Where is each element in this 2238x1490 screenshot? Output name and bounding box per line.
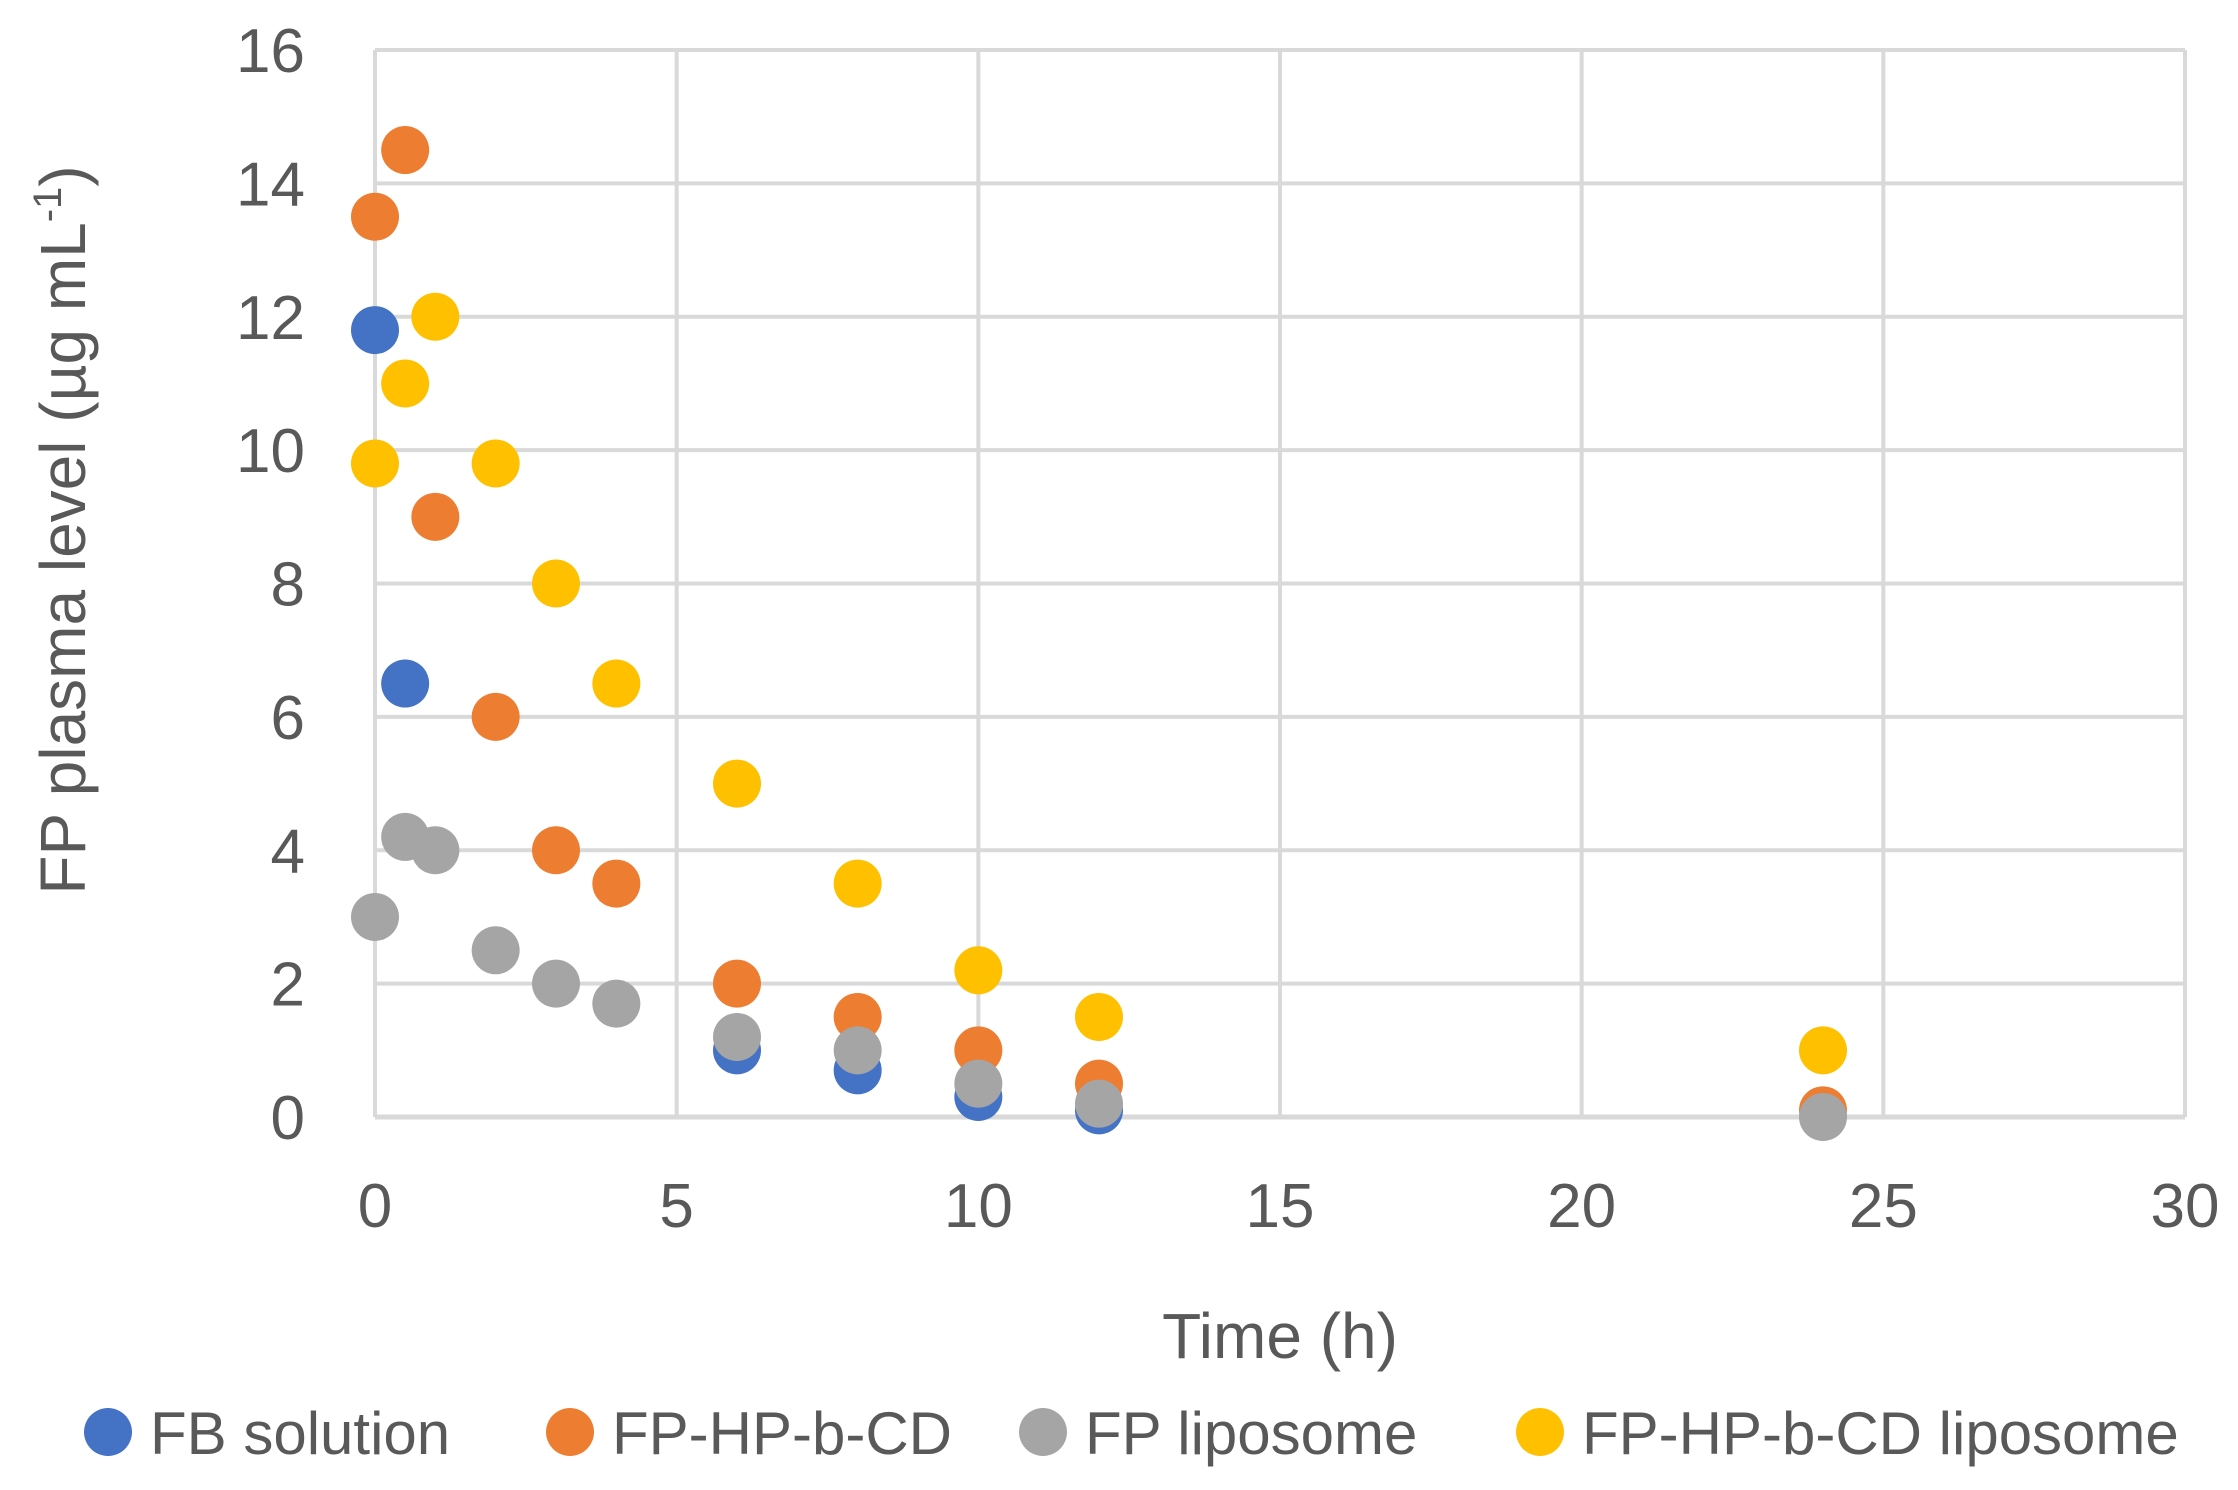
legend-item-fb-solution: FB solution xyxy=(84,1400,450,1467)
y-tick-label-10: 10 xyxy=(236,417,305,486)
tick-labels: 0 2 4 6 8 10 12 14 16 0 5 10 15 20 25 30 xyxy=(236,17,2219,1241)
point-fp-hp-b-cd-t0 xyxy=(351,192,399,241)
y-tick-label-14: 14 xyxy=(236,150,305,219)
point-fp-hp-b-cd-liposome-t8 xyxy=(833,859,882,908)
y-tick-label-12: 12 xyxy=(236,284,305,353)
x-tick-label-30: 30 xyxy=(2151,1172,2220,1241)
data-points xyxy=(351,126,1847,1141)
point-fp-hp-b-cd-liposome-t24 xyxy=(1799,1026,1847,1075)
point-fp-hp-b-cd-liposome-t12 xyxy=(1075,992,1123,1041)
point-fp-hp-b-cd-t0.5 xyxy=(381,126,430,175)
point-fp-hp-b-cd-t2 xyxy=(471,692,520,741)
y-tick-label-6: 6 xyxy=(271,684,305,753)
y-tick-label-4: 4 xyxy=(271,817,305,886)
point-fp-hp-b-cd-liposome-t1 xyxy=(411,292,460,341)
legend-label-fp-hp-b-cd-liposome: FP-HP-b-CD liposome xyxy=(1582,1400,2179,1467)
point-fp-liposome-t2 xyxy=(471,926,520,975)
point-fb-solution-t0 xyxy=(351,306,399,355)
legend-marker-fp-hp-b-cd xyxy=(546,1408,594,1456)
legend-item-fp-hp-b-cd: FP-HP-b-CD xyxy=(546,1400,952,1467)
point-fp-hp-b-cd-liposome-t6 xyxy=(713,759,761,808)
x-tick-label-20: 20 xyxy=(1547,1172,1616,1241)
legend: FB solution FP-HP-b-CD FP liposome FP-HP-b-… xyxy=(84,1400,2179,1467)
x-tick-label-15: 15 xyxy=(1246,1172,1315,1241)
series-fp-liposome xyxy=(351,812,1847,1141)
legend-item-fp-liposome: FP liposome xyxy=(1019,1400,1417,1467)
y-tick-label-8: 8 xyxy=(271,551,305,620)
point-fp-liposome-t1 xyxy=(411,826,460,875)
point-fp-hp-b-cd-liposome-t0 xyxy=(351,439,399,488)
point-fp-liposome-t10 xyxy=(954,1059,1003,1108)
x-tick-label-5: 5 xyxy=(659,1172,693,1241)
point-fp-hp-b-cd-t8 xyxy=(833,992,882,1041)
legend-item-fp-hp-b-cd-liposome: FP-HP-b-CD liposome xyxy=(1516,1400,2179,1467)
legend-label-fp-hp-b-cd: FP-HP-b-CD xyxy=(612,1400,952,1467)
y-axis-label-main: FP plasma level (µg mL xyxy=(27,222,99,894)
point-fp-liposome-t12 xyxy=(1075,1079,1123,1128)
point-fp-liposome-t8 xyxy=(833,1026,882,1075)
point-fp-hp-b-cd-liposome-t4 xyxy=(592,659,641,708)
point-fp-liposome-t6 xyxy=(713,1012,761,1061)
legend-marker-fp-liposome xyxy=(1019,1408,1067,1456)
series-fb-solution xyxy=(351,306,1123,1135)
point-fp-hp-b-cd-t1 xyxy=(411,492,460,541)
y-axis-label-close: ) xyxy=(27,165,99,186)
x-tick-label-10: 10 xyxy=(944,1172,1013,1241)
point-fp-hp-b-cd-liposome-t3 xyxy=(532,559,580,608)
point-fp-hp-b-cd-t3 xyxy=(532,826,580,875)
x-axis-label: Time (h) xyxy=(1162,1300,1398,1372)
point-fp-liposome-t0 xyxy=(351,892,399,941)
y-tick-label-2: 2 xyxy=(271,951,305,1020)
legend-label-fb-solution: FB solution xyxy=(150,1400,450,1467)
point-fp-hp-b-cd-liposome-t0.5 xyxy=(381,359,430,408)
y-axis-label-superscript: -1 xyxy=(26,187,70,223)
point-fp-liposome-t3 xyxy=(532,959,580,1008)
point-fp-liposome-t4 xyxy=(592,979,641,1028)
gridlines xyxy=(373,48,2187,1120)
y-axis-label: FP plasma level (µg mL-1) xyxy=(26,165,99,894)
point-fp-hp-b-cd-t10 xyxy=(954,1026,1003,1075)
point-fp-hp-b-cd-liposome-t10 xyxy=(954,946,1003,995)
point-fp-hp-b-cd-t4 xyxy=(592,859,641,908)
y-tick-label-0: 0 xyxy=(271,1084,305,1153)
x-tick-label-0: 0 xyxy=(358,1172,392,1241)
legend-marker-fp-hp-b-cd-liposome xyxy=(1516,1408,1564,1456)
legend-label-fp-liposome: FP liposome xyxy=(1085,1400,1417,1467)
point-fb-solution-t0.5 xyxy=(381,659,430,708)
legend-marker-fb-solution xyxy=(84,1408,132,1456)
y-tick-label-16: 16 xyxy=(236,17,305,86)
series-fp-hp-b-cd-liposome xyxy=(351,292,1847,1075)
point-fp-hp-b-cd-liposome-t2 xyxy=(471,439,520,488)
point-fp-hp-b-cd-t6 xyxy=(713,959,761,1008)
point-fp-liposome-t24 xyxy=(1799,1093,1847,1141)
x-tick-label-25: 25 xyxy=(1849,1172,1918,1241)
